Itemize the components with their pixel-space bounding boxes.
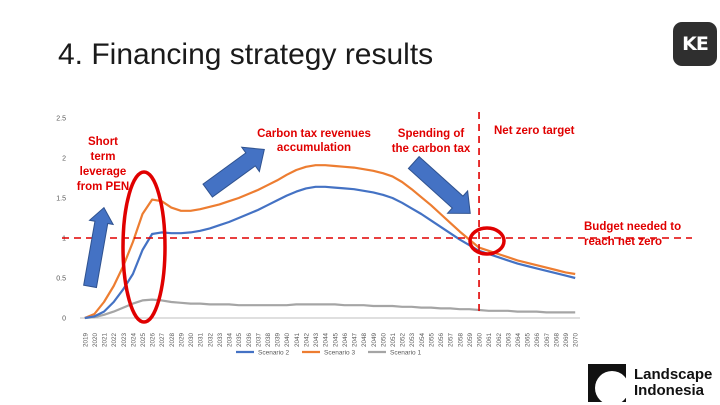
x-tick-label: 2038 bbox=[265, 333, 272, 348]
x-tick-label: 2027 bbox=[159, 333, 166, 348]
x-tick-label: 2045 bbox=[332, 333, 339, 348]
x-tick-label: 2050 bbox=[380, 333, 387, 348]
y-tick-label: 0.5 bbox=[56, 276, 66, 283]
x-tick-label: 2036 bbox=[246, 333, 253, 348]
x-tick-label: 2058 bbox=[457, 333, 464, 348]
x-tick-label: 2043 bbox=[313, 333, 320, 348]
x-tick-label: 2068 bbox=[553, 333, 560, 348]
x-tick-label: 2041 bbox=[294, 333, 301, 348]
x-tick-label: 2046 bbox=[342, 333, 349, 348]
brand-mark-icon bbox=[588, 364, 626, 402]
x-tick-label: 2024 bbox=[130, 333, 137, 348]
x-tick-label: 2053 bbox=[409, 333, 416, 348]
annotation-budget-needed-line: reach net zero bbox=[584, 236, 662, 248]
x-tick-label: 2034 bbox=[227, 333, 234, 348]
x-tick-label: 2065 bbox=[525, 333, 532, 348]
x-tick-label: 2031 bbox=[198, 333, 205, 348]
annotation-carbon-tax-spending-line: Spending of bbox=[398, 128, 465, 140]
x-tick-label: 2042 bbox=[303, 333, 310, 348]
x-tick-label: 2040 bbox=[284, 333, 291, 348]
x-tick-label: 2037 bbox=[255, 333, 262, 348]
y-tick-label: 2.5 bbox=[56, 116, 66, 123]
x-tick-label: 2059 bbox=[467, 333, 474, 348]
x-tick-label: 2026 bbox=[150, 333, 157, 348]
x-tick-label: 2051 bbox=[390, 333, 397, 348]
annotation-carbon-tax-accumulation-line: Carbon tax revenues bbox=[257, 128, 371, 140]
x-tick-label: 2019 bbox=[82, 333, 89, 348]
x-tick-label: 2029 bbox=[178, 333, 185, 348]
x-tick-label: 2022 bbox=[111, 333, 118, 348]
x-tick-label: 2066 bbox=[534, 333, 541, 348]
brand-line-1: Landscape bbox=[634, 366, 713, 383]
annotation-short-term-leverage-line: term bbox=[91, 151, 116, 163]
x-tick-label: 2052 bbox=[400, 333, 407, 348]
legend-label: Scenario 1 bbox=[390, 349, 421, 356]
annotation-short-term-leverage-line: from PEN bbox=[77, 181, 129, 193]
x-tick-label: 2069 bbox=[563, 333, 570, 348]
annotation-budget-needed-line: Budget needed to bbox=[584, 221, 681, 233]
x-tick-label: 2070 bbox=[573, 333, 580, 348]
x-tick-label: 2049 bbox=[371, 333, 378, 348]
y-tick-label: 2 bbox=[62, 156, 66, 163]
x-tick-label: 2048 bbox=[361, 333, 368, 348]
annotation-short-term-leverage-line: Short bbox=[88, 136, 118, 148]
x-tick-label: 2061 bbox=[486, 333, 493, 348]
x-tick-label: 2062 bbox=[496, 333, 503, 348]
slide-title: 4. Financing strategy results bbox=[58, 38, 434, 71]
series-line bbox=[84, 185, 576, 320]
accumulation-arrow bbox=[202, 146, 265, 198]
x-tick-label: 2033 bbox=[217, 333, 224, 348]
x-tick-label: 2064 bbox=[515, 333, 522, 348]
x-tick-label: 2023 bbox=[121, 333, 128, 348]
annotation-net-zero-target-line: Net zero target bbox=[494, 125, 575, 137]
x-tick-label: 2039 bbox=[275, 333, 282, 348]
x-tick-label: 2055 bbox=[428, 333, 435, 348]
x-tick-label: 2028 bbox=[169, 333, 176, 348]
x-tick-label: 2057 bbox=[448, 333, 455, 348]
x-tick-label: 2067 bbox=[544, 333, 551, 348]
x-tick-label: 2035 bbox=[236, 333, 243, 348]
annotation-carbon-tax-spending-line: the carbon tax bbox=[392, 143, 471, 155]
x-tick-label: 2030 bbox=[188, 333, 195, 348]
x-tick-label: 2044 bbox=[323, 333, 330, 348]
x-tick-label: 2032 bbox=[207, 333, 214, 348]
x-tick-label: 2021 bbox=[102, 333, 109, 348]
legend-label: Scenario 3 bbox=[324, 349, 355, 356]
series-line bbox=[84, 298, 576, 320]
spending-arrow bbox=[407, 155, 471, 214]
ke-logo: KE bbox=[673, 22, 717, 66]
y-tick-label: 1.5 bbox=[56, 196, 66, 203]
y-tick-label: 0 bbox=[62, 316, 66, 323]
x-tick-label: 2056 bbox=[438, 333, 445, 348]
x-tick-label: 2054 bbox=[419, 333, 426, 348]
x-tick-label: 2063 bbox=[505, 333, 512, 348]
annotation-carbon-tax-accumulation-line: accumulation bbox=[277, 142, 351, 154]
net-zero-highlight-ellipse bbox=[468, 226, 506, 256]
x-tick-label: 2047 bbox=[352, 333, 359, 348]
x-tick-label: 2060 bbox=[477, 333, 484, 348]
x-tick-label: 2020 bbox=[92, 333, 99, 348]
y-tick-label: 1 bbox=[62, 236, 66, 243]
leverage-arrow bbox=[83, 206, 115, 289]
brand-line-2: Indonesia bbox=[634, 382, 705, 399]
landscape-indonesia-logo: Landscape Indonesia bbox=[588, 364, 712, 402]
x-tick-label: 2025 bbox=[140, 333, 147, 348]
leverage-highlight-ellipse bbox=[121, 170, 167, 324]
legend-label: Scenario 2 bbox=[258, 349, 289, 356]
annotation-short-term-leverage-line: leverage bbox=[80, 166, 127, 178]
